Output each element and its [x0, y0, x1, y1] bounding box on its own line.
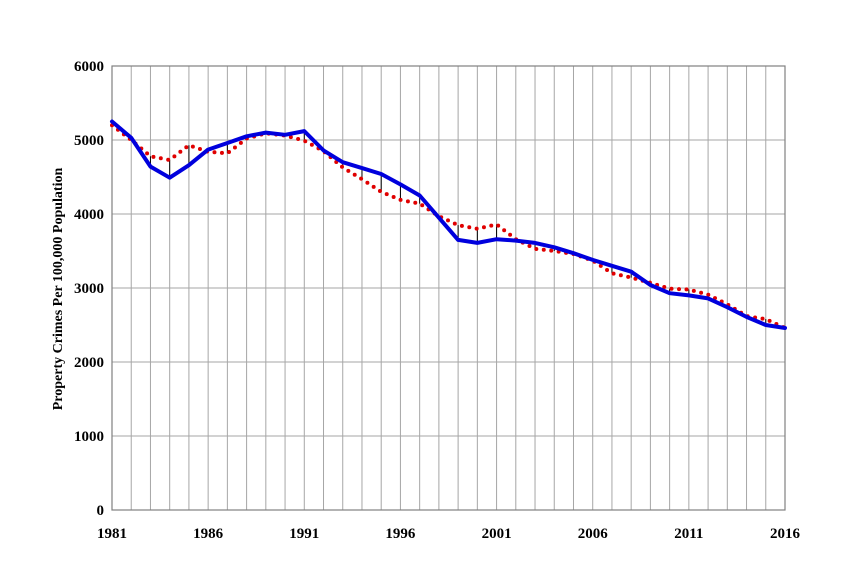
x-tick-label: 1996 [385, 526, 416, 542]
x-tick-label: 1981 [97, 526, 127, 542]
plot-frame [111, 65, 786, 511]
y-tick-label: 5000 [74, 133, 104, 149]
x-tick-label: 2011 [674, 526, 703, 542]
dotted-series-line [110, 123, 787, 330]
y-tick-label: 2000 [74, 355, 104, 371]
grid-lines [111, 65, 786, 511]
y-tick-label: 1000 [74, 429, 104, 445]
x-tick-labels: 1981 1986 1991 1996 2001 2006 2011 2016 [97, 526, 801, 542]
y-tick-label: 0 [97, 503, 105, 519]
x-tick-label: 1986 [193, 526, 224, 542]
series-layer [110, 119, 787, 330]
x-tick-label: 1991 [289, 526, 319, 542]
solid-series-line [110, 119, 787, 330]
y-tick-labels: 0 1000 2000 3000 4000 5000 6000 [74, 59, 104, 519]
y-axis-title: Property Crimes Per 100,000 Population [51, 168, 66, 411]
y-tick-label: 4000 [74, 207, 104, 223]
x-tick-label: 2006 [578, 526, 609, 542]
x-tick-label: 2016 [770, 526, 801, 542]
y-tick-label: 6000 [74, 59, 104, 75]
x-tick-label: 2001 [482, 526, 512, 542]
y-tick-label: 3000 [74, 281, 104, 297]
